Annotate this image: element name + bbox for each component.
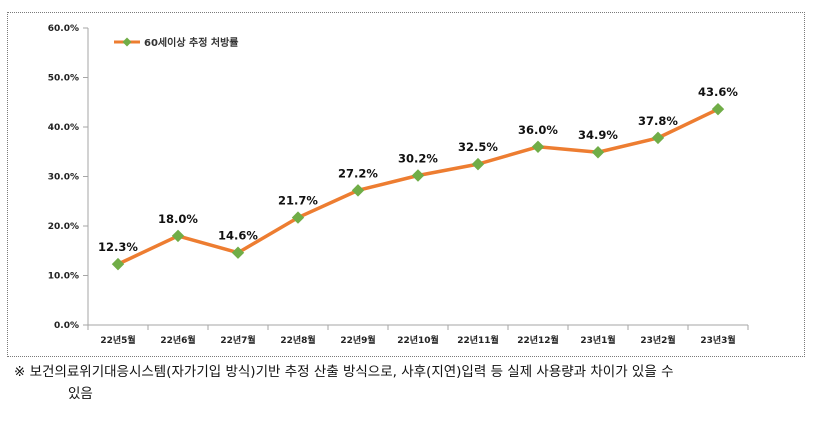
series-line: 12.3% 18.0% 14.6% 21.7% 27.2% 30.2% 32.5% 36.0%… [98, 85, 738, 271]
x-tick-label: 23년1월 [580, 334, 615, 346]
data-label: 27.2% [338, 166, 378, 180]
chart-frame [7, 12, 805, 357]
y-tick-label: 60.0% [48, 24, 79, 34]
data-point-marker [351, 184, 365, 197]
data-label: 34.9% [578, 128, 618, 142]
y-tick-label: 40.0% [48, 123, 79, 133]
y-tick-label: 10.0% [48, 272, 79, 282]
footnote-line-2: 있음 [68, 386, 93, 402]
data-label: 12.3% [98, 240, 138, 254]
data-point-marker [711, 102, 725, 116]
data-label: 43.6% [698, 85, 738, 99]
y-tick-label: 0.0% [54, 321, 79, 331]
y-tick-label: 20.0% [48, 222, 79, 232]
data-label: 14.6% [218, 229, 258, 243]
x-axis: 22년5월 22년6월 22년7월 22년8월 22년9월 22년10월 22년11월 22년… [87, 324, 749, 346]
y-tick-label: 30.0% [48, 173, 79, 183]
footnote-line-1: ※ 보건의료위기대응시스템(자가기입 방식)기반 추정 산출 방식으로, 사후(… [14, 364, 674, 380]
data-label: 36.0% [518, 123, 558, 137]
x-tick-label: 22년6월 [160, 334, 195, 346]
data-point-marker [591, 146, 605, 159]
data-label: 32.5% [458, 140, 498, 154]
x-tick-label: 22년11월 [457, 334, 499, 346]
data-point-marker [231, 246, 245, 259]
x-tick-label: 22년7월 [220, 334, 255, 346]
x-tick-label: 22년9월 [340, 334, 375, 346]
data-label: 18.0% [158, 212, 198, 226]
footnote: ※ 보건의료위기대응시스템(자가기입 방식)기반 추정 산출 방식으로, 사후(… [14, 361, 804, 405]
line-chart: 0.0% 10.0% 20.0% 30.0% 40.0% 50.0% 60.0% 22년5월… [48, 24, 749, 346]
legend-entry-label: 60세이상 추정 처방률 [144, 36, 238, 49]
series-polyline [117, 107, 719, 266]
x-tick-label: 23년2월 [640, 334, 675, 346]
y-axis: 0.0% 10.0% 20.0% 30.0% 40.0% 50.0% 60.0% [48, 24, 89, 331]
data-point-marker [111, 257, 125, 271]
x-tick-label: 22년8월 [280, 334, 315, 346]
data-label: 21.7% [278, 194, 318, 208]
data-point-marker [531, 140, 545, 154]
x-tick-label: 23년3월 [700, 334, 735, 346]
x-tick-label: 22년5월 [100, 334, 135, 346]
data-point-marker [291, 211, 305, 224]
data-label: 30.2% [398, 152, 438, 166]
data-point-marker [471, 157, 485, 171]
data-point-marker [171, 229, 185, 243]
x-tick-label: 22년12월 [517, 334, 559, 346]
data-label: 37.8% [638, 114, 678, 128]
x-tick-label: 22년10월 [397, 334, 439, 346]
legend-marker-swatch [122, 37, 132, 47]
data-point-marker [411, 169, 425, 182]
data-point-marker [651, 131, 665, 145]
y-tick-label: 50.0% [48, 74, 79, 84]
legend: 60세이상 추정 처방률 [114, 36, 238, 49]
